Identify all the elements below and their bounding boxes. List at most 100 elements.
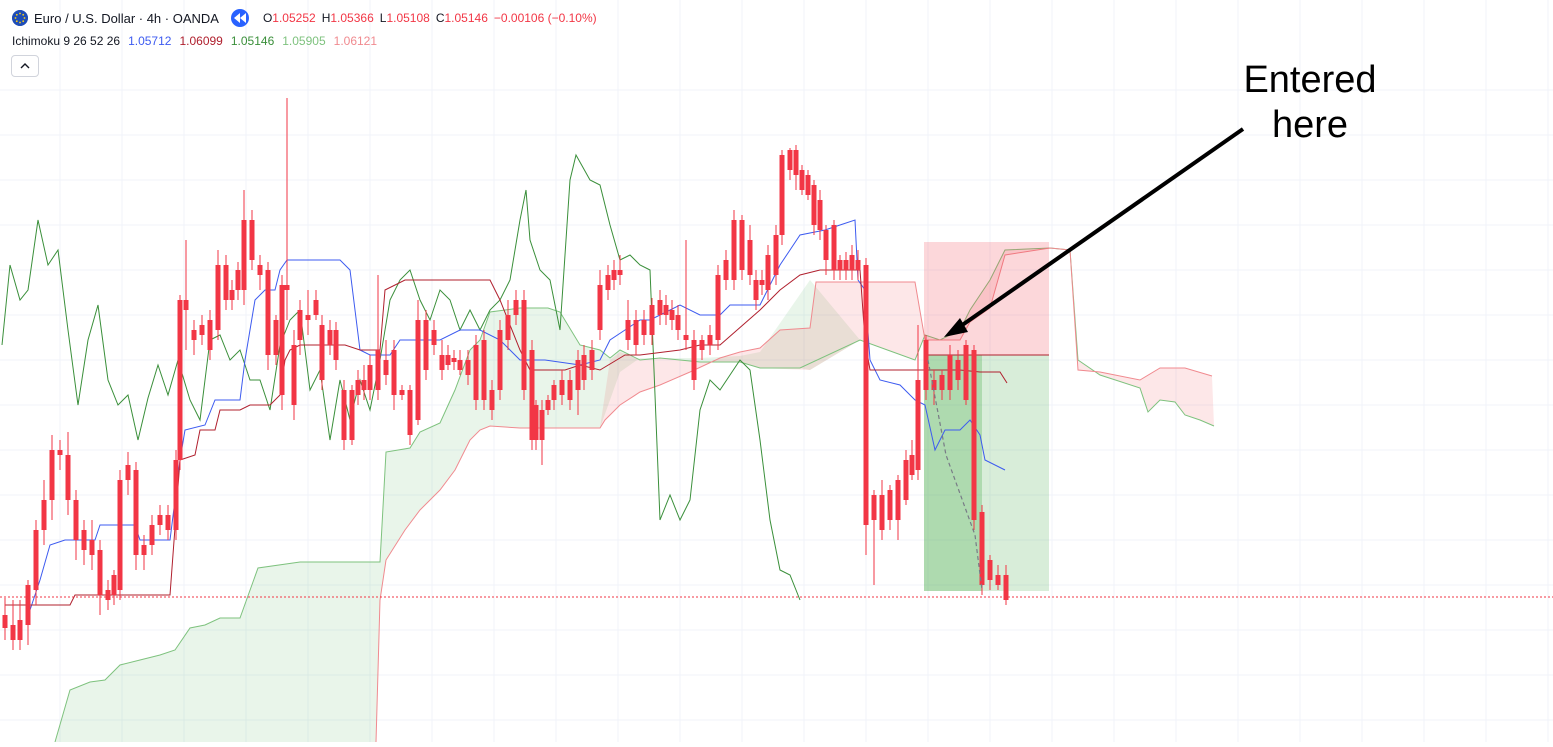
candle-bearish	[117, 480, 123, 590]
take-profit-zone[interactable]	[924, 355, 1049, 591]
collapse-legend-button[interactable]	[11, 55, 39, 77]
candle-bearish	[625, 320, 631, 340]
candle-bearish	[963, 345, 969, 400]
candle-bearish	[291, 345, 297, 405]
candle-bearish	[125, 465, 131, 480]
candle-bearish	[215, 265, 221, 330]
candle-bearish	[341, 390, 347, 440]
annotation-line-2: here	[1271, 104, 1349, 146]
candle-bearish	[793, 150, 799, 175]
candle-bearish	[617, 270, 623, 275]
candle-bearish	[887, 490, 893, 520]
candle-bearish	[451, 358, 457, 362]
candle-bearish	[235, 270, 241, 290]
stop-loss-zone[interactable]	[924, 242, 1049, 355]
candle-bearish	[759, 280, 765, 285]
symbol-flag-icon	[12, 10, 28, 26]
candle-bearish	[241, 220, 247, 290]
candle-bearish	[207, 320, 213, 350]
candle-bearish	[73, 500, 79, 540]
candle-bearish	[731, 220, 737, 280]
candle-bearish	[355, 380, 361, 395]
annotation-arrow-line	[956, 127, 1245, 330]
candle-bearish	[955, 360, 961, 380]
candle-bearish	[533, 405, 539, 440]
candle-bearish	[349, 390, 355, 440]
candle-bearish	[229, 290, 235, 300]
candle-bearish	[183, 300, 189, 310]
candle-bearish	[431, 330, 437, 345]
kumo-cloud-bullish	[55, 280, 860, 742]
candle-bearish	[199, 325, 205, 335]
indicator-value-conversion: 1.05712	[128, 34, 172, 48]
symbol-title[interactable]: Euro / U.S. Dollar · 4h · OANDA	[34, 10, 219, 26]
replay-button[interactable]	[230, 9, 249, 27]
candle-bearish	[33, 530, 39, 590]
candle-bearish	[305, 315, 311, 320]
candle-bearish	[513, 300, 519, 315]
candle-bearish	[723, 260, 729, 280]
candle-bearish	[25, 585, 31, 625]
candle-bearish	[165, 515, 171, 530]
ohlc-open: O1.05252	[262, 11, 316, 25]
candle-bearish	[747, 240, 753, 275]
candlestick-series	[2, 98, 1009, 650]
candle-bearish	[497, 330, 503, 390]
candle-bearish	[589, 350, 595, 370]
candle-bearish	[863, 265, 869, 525]
candle-bearish	[17, 620, 23, 640]
candle-bearish	[57, 450, 63, 455]
chikou-span-line	[1, 153, 801, 601]
candle-bearish	[481, 340, 487, 400]
candle-bearish	[445, 355, 451, 365]
candle-bearish	[313, 300, 319, 315]
candle-bearish	[915, 380, 921, 470]
candle-bearish	[133, 470, 139, 555]
annotation-arrow-head	[944, 318, 968, 337]
candle-bearish	[327, 330, 333, 345]
indicator-value-base: 1.06099	[179, 34, 223, 48]
candle-bearish	[805, 175, 811, 195]
candle-bearish	[297, 310, 303, 340]
candle-bearish	[105, 590, 111, 600]
candle-bearish	[773, 235, 779, 275]
candle-bearish	[383, 360, 389, 375]
candle-bearish	[361, 380, 367, 390]
candle-bearish	[699, 340, 705, 350]
candle-bearish	[849, 255, 855, 270]
candle-bearish	[739, 220, 745, 270]
candle-bearish	[575, 360, 581, 390]
candle-bearish	[675, 315, 681, 330]
candle-bearish	[391, 350, 397, 395]
candle-bearish	[10, 625, 16, 640]
candle-bearish	[539, 410, 545, 440]
candle-bearish	[41, 500, 47, 530]
ohlc-low: L1.05108	[379, 11, 430, 25]
annotation-line-1: Entered	[1243, 59, 1377, 101]
candle-bearish	[177, 300, 183, 460]
candle-bearish	[529, 350, 535, 440]
candle-bearish	[817, 200, 823, 230]
candle-bearish	[545, 400, 551, 410]
candle-bearish	[715, 275, 721, 340]
candle-bearish	[995, 575, 1001, 585]
candle-bearish	[753, 280, 759, 300]
candle-bearish	[284, 285, 290, 290]
indicator-name[interactable]: Ichimoku 9 26 52 26	[12, 34, 121, 48]
candle-bearish	[611, 270, 617, 280]
candle-bearish	[779, 155, 785, 235]
candle-bearish	[633, 320, 639, 345]
candle-bearish	[81, 530, 87, 550]
candle-bearish	[855, 260, 861, 270]
candle-bearish	[111, 575, 117, 595]
candle-bearish	[691, 340, 697, 380]
candle-bearish	[765, 255, 771, 290]
price-change: −0.00106 (−0.10%)	[493, 11, 597, 25]
candle-bearish	[333, 330, 339, 360]
candle-bearish	[521, 300, 527, 390]
candle-bearish	[979, 512, 985, 585]
candle-bearish	[473, 345, 479, 400]
candle-bearish	[249, 220, 255, 260]
indicator-value-lagging: 1.05146	[230, 34, 275, 48]
